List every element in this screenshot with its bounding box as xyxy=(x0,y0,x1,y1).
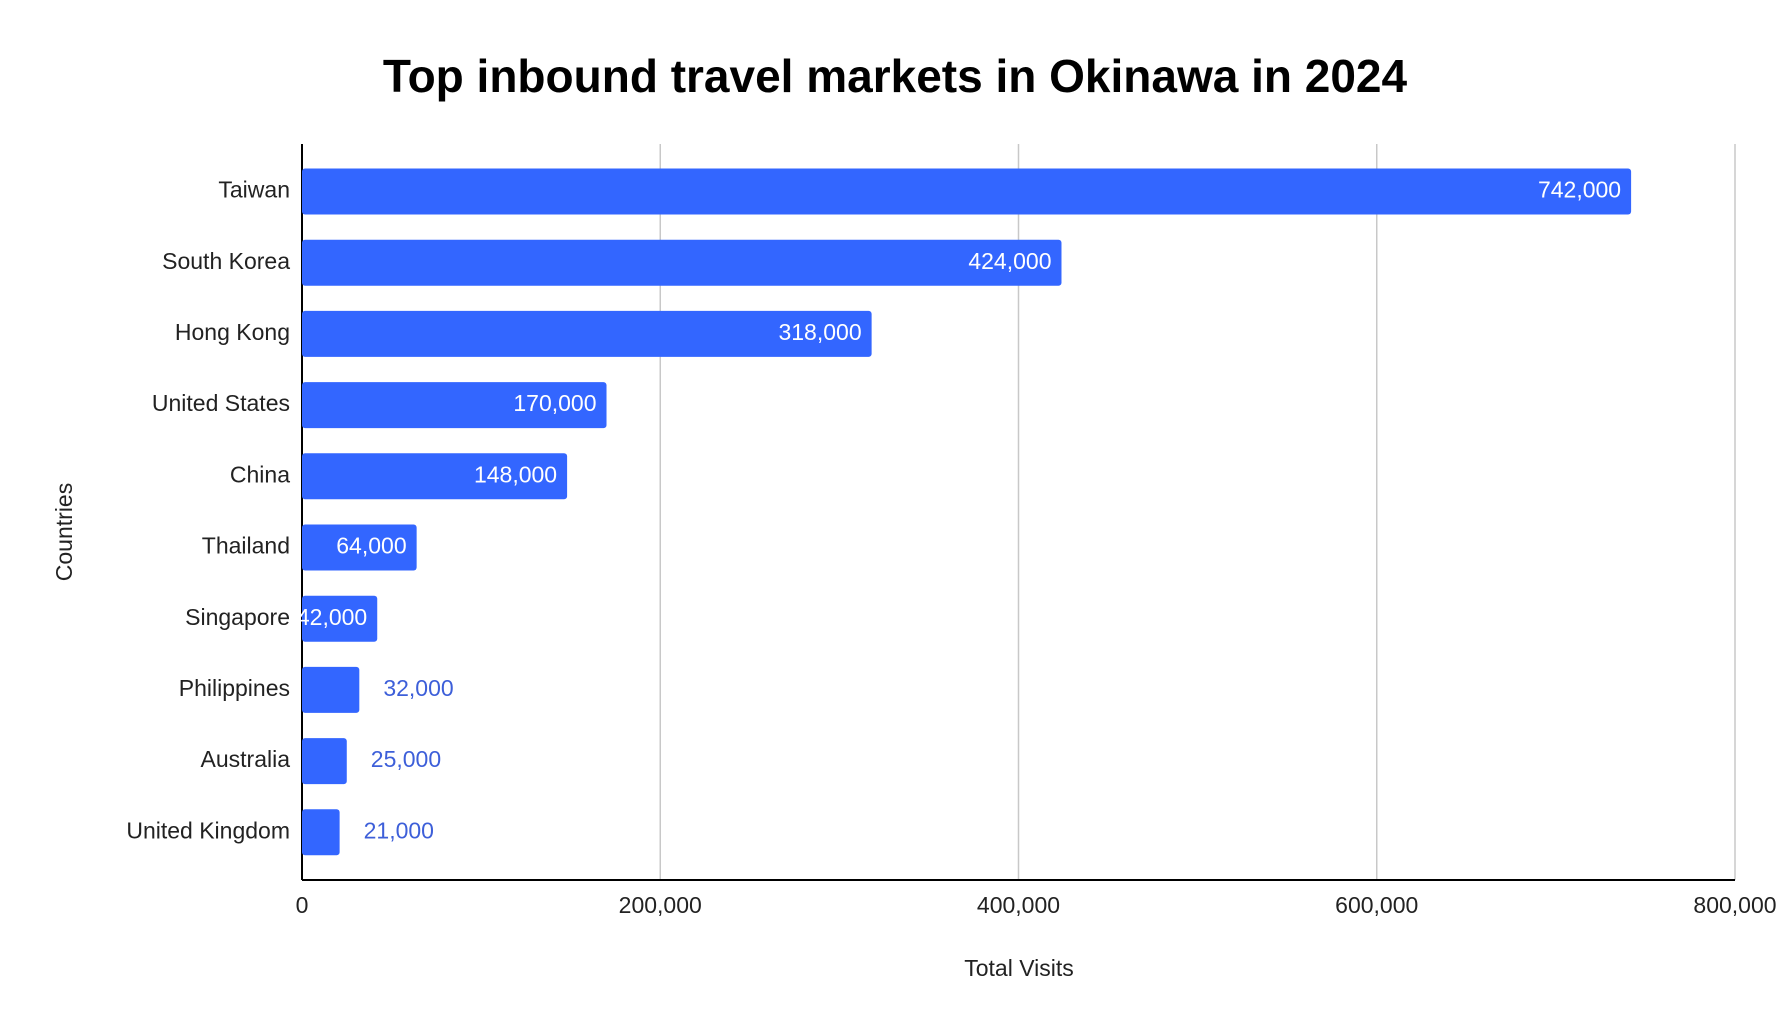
chart-title: Top inbound travel markets in Okinawa in… xyxy=(383,50,1408,102)
data-label: 148,000 xyxy=(474,461,557,487)
data-label: 64,000 xyxy=(336,533,406,559)
y-axis-title: Countries xyxy=(51,483,77,581)
data-label: 32,000 xyxy=(383,675,453,701)
bar xyxy=(302,239,1062,286)
x-tick-label: 200,000 xyxy=(619,892,702,918)
bar xyxy=(302,453,568,500)
y-tick-label: Hong Kong xyxy=(175,319,290,345)
data-label: 170,000 xyxy=(513,390,596,416)
x-tick-label: 0 xyxy=(296,892,309,918)
bar xyxy=(302,595,378,642)
x-axis-title: Total Visits xyxy=(964,955,1074,981)
bar xyxy=(302,310,872,357)
data-label: 42,000 xyxy=(297,604,367,630)
data-label: 318,000 xyxy=(778,319,861,345)
y-tick-label: Australia xyxy=(201,746,291,772)
data-label: 742,000 xyxy=(1538,177,1621,203)
data-label: 424,000 xyxy=(968,248,1051,274)
y-tick-label: Singapore xyxy=(185,604,290,630)
y-tick-label: Taiwan xyxy=(218,177,290,203)
bar xyxy=(302,738,347,785)
y-tick-label: South Korea xyxy=(162,248,290,274)
bar xyxy=(302,382,607,429)
y-tick-label: Thailand xyxy=(202,533,290,559)
y-tick-label: China xyxy=(230,461,290,487)
x-tick-label: 400,000 xyxy=(977,892,1060,918)
y-tick-label: United Kingdom xyxy=(126,817,290,843)
bar xyxy=(302,168,1632,215)
x-tick-label: 800,000 xyxy=(1693,892,1776,918)
data-label: 25,000 xyxy=(371,746,441,772)
y-tick-label: Philippines xyxy=(179,675,290,701)
bar xyxy=(302,524,417,571)
x-tick-label: 600,000 xyxy=(1335,892,1418,918)
bar xyxy=(302,666,360,713)
bar xyxy=(302,809,340,856)
data-label: 21,000 xyxy=(364,817,434,843)
y-tick-label: United States xyxy=(152,390,290,416)
